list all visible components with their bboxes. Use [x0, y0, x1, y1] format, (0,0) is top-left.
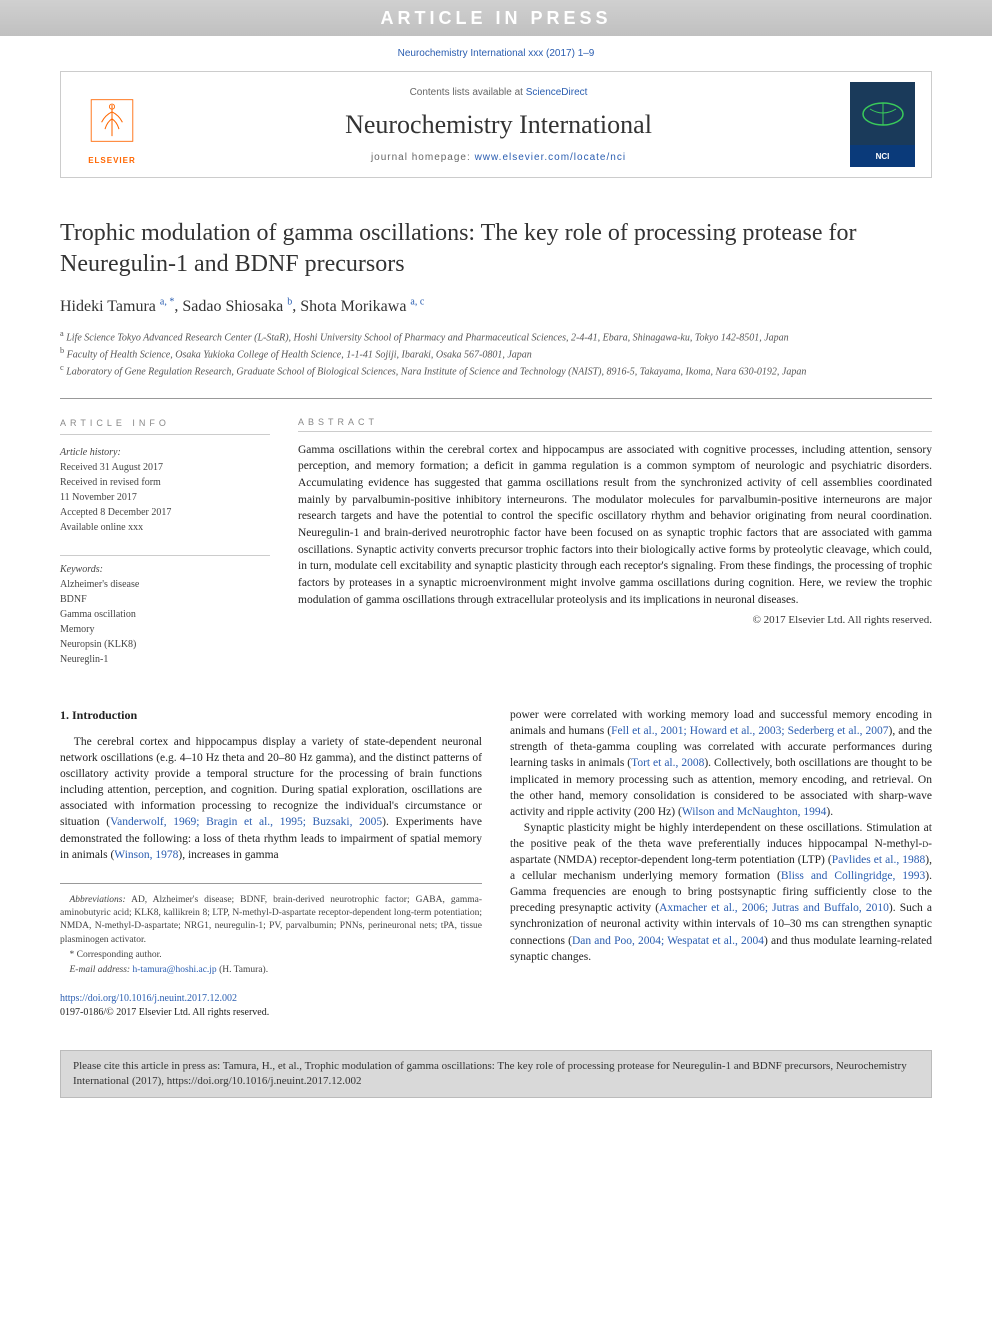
ref-winson[interactable]: Winson, 1978 — [114, 849, 178, 861]
keyword-2: BDNF — [60, 592, 270, 607]
intro-para-3: Synaptic plasticity might be highly inte… — [510, 820, 932, 965]
cover-label: NCI — [850, 145, 915, 167]
doi-link[interactable]: https://doi.org/10.1016/j.neuint.2017.12… — [60, 993, 237, 1004]
article-in-press-banner: ARTICLE IN PRESS — [0, 0, 992, 36]
abstract-heading: ABSTRACT — [298, 417, 932, 432]
keyword-3: Gamma oscillation — [60, 607, 270, 622]
cite-this-article-footer: Please cite this article in press as: Ta… — [60, 1050, 932, 1099]
body-col-left: 1. Introduction The cerebral cortex and … — [60, 707, 482, 1019]
abstract-block: ABSTRACT Gamma oscillations within the c… — [298, 417, 932, 668]
history-received: Received 31 August 2017 — [60, 460, 270, 475]
section-1-heading: 1. Introduction — [60, 707, 482, 724]
homepage-link[interactable]: www.elsevier.com/locate/nci — [475, 152, 627, 163]
history-online: Available online xxx — [60, 520, 270, 535]
cover-brain-icon — [858, 99, 908, 129]
homepage-line: journal homepage: www.elsevier.com/locat… — [147, 152, 850, 163]
history-revised2: 11 November 2017 — [60, 490, 270, 505]
affiliations: a Life Science Tokyo Advanced Research C… — [60, 328, 932, 380]
ref-vanderwolf[interactable]: Vanderwolf, 1969; Bragin et al., 1995; B… — [110, 816, 382, 828]
ref-dan[interactable]: Dan and Poo, 2004; Wespatat et al., 2004 — [572, 935, 764, 947]
author-2[interactable]: Sadao Shiosaka b — [182, 298, 292, 315]
journal-header: ELSEVIER Contents lists available at Sci… — [60, 71, 932, 178]
ref-bliss[interactable]: Bliss and Collingridge, 1993 — [781, 870, 925, 882]
email-link[interactable]: h-tamura@hoshi.ac.jp — [132, 965, 216, 975]
ref-fell[interactable]: Fell et al., 2001; Howard et al., 2003; … — [611, 725, 888, 737]
keyword-6: Neureglin-1 — [60, 652, 270, 667]
contents-prefix: Contents lists available at — [410, 87, 526, 98]
elsevier-logo-text: ELSEVIER — [88, 156, 136, 165]
ref-axmacher[interactable]: Axmacher et al., 2006; Jutras and Buffal… — [659, 902, 889, 914]
author-3[interactable]: Shota Morikawa a, c — [300, 298, 424, 315]
author-1[interactable]: Hideki Tamura a, * — [60, 298, 174, 315]
contents-available-line: Contents lists available at ScienceDirec… — [147, 87, 850, 98]
affiliation-c: c Laboratory of Gene Regulation Research… — [60, 362, 932, 379]
abbrev-footnote: Abbreviations: AD, Alzheimer's disease; … — [60, 894, 482, 947]
journal-cover-thumb[interactable]: NCI — [850, 82, 915, 167]
abstract-text: Gamma oscillations within the cerebral c… — [298, 442, 932, 609]
affiliation-a: a Life Science Tokyo Advanced Research C… — [60, 328, 932, 345]
article-info-heading: ARTICLE INFO — [60, 417, 270, 436]
history-label: Article history: — [60, 445, 270, 460]
sciencedirect-link[interactable]: ScienceDirect — [526, 87, 588, 98]
article-info-sidebar: ARTICLE INFO Article history: Received 3… — [60, 417, 270, 668]
intro-para-1: The cerebral cortex and hippocampus disp… — [60, 734, 482, 863]
issn-line: 0197-0186/© 2017 Elsevier Ltd. All right… — [60, 1006, 482, 1020]
top-citation: Neurochemistry International xxx (2017) … — [0, 48, 992, 59]
ref-wilson[interactable]: Wilson and McNaughton, 1994 — [682, 806, 827, 818]
authors-line: Hideki Tamura a, *, Sadao Shiosaka b, Sh… — [60, 296, 932, 315]
elsevier-logo[interactable]: ELSEVIER — [77, 85, 147, 165]
keyword-1: Alzheimer's disease — [60, 577, 270, 592]
history-accepted: Accepted 8 December 2017 — [60, 505, 270, 520]
journal-name: Neurochemistry International — [147, 110, 850, 140]
history-revised1: Received in revised form — [60, 475, 270, 490]
intro-para-2: power were correlated with working memor… — [510, 707, 932, 820]
keywords-label: Keywords: — [60, 555, 270, 577]
email-footnote: E-mail address: h-tamura@hoshi.ac.jp (H.… — [60, 964, 482, 977]
ref-pavlides[interactable]: Pavlides et al., 1988 — [832, 854, 926, 866]
homepage-prefix: journal homepage: — [371, 152, 475, 163]
elsevier-tree-icon — [86, 85, 138, 156]
ref-tort[interactable]: Tort et al., 2008 — [631, 757, 704, 769]
corresponding-footnote: * Corresponding author. — [60, 949, 482, 962]
article-title: Trophic modulation of gamma oscillations… — [60, 218, 932, 280]
abstract-copyright: © 2017 Elsevier Ltd. All rights reserved… — [298, 614, 932, 626]
doi-block: https://doi.org/10.1016/j.neuint.2017.12… — [60, 992, 482, 1020]
body-col-right: power were correlated with working memor… — [510, 707, 932, 1019]
affiliation-b: b Faculty of Health Science, Osaka Yukio… — [60, 345, 932, 362]
footnotes: Abbreviations: AD, Alzheimer's disease; … — [60, 883, 482, 978]
keyword-5: Neuropsin (KLK8) — [60, 637, 270, 652]
keyword-4: Memory — [60, 622, 270, 637]
